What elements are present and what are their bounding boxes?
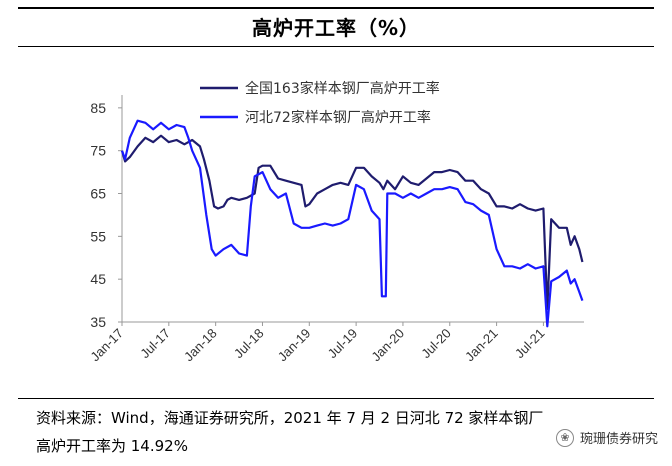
- x-tick-label: Jan-19: [275, 326, 314, 365]
- y-tick-label: 85: [90, 100, 106, 116]
- source-line-1: 资料来源：Wind，海通证券研究所，2021 年 7 月 2 日河北 72 家样…: [36, 409, 544, 427]
- series-line-2: [120, 119, 584, 328]
- x-tick-label: Jan-20: [368, 326, 407, 365]
- legend-label-2: 河北72家样本钢厂高炉开工率: [245, 109, 431, 126]
- x-tick-label: Jul-17: [137, 326, 173, 362]
- wechat-icon: ❀: [555, 428, 574, 447]
- y-tick-label: 45: [90, 271, 106, 287]
- source-line-2: 高炉开工率为 14.92%: [36, 437, 188, 455]
- watermark-label: 琬珊债券研究: [579, 432, 658, 447]
- y-tick-label: 65: [90, 186, 106, 202]
- chart-title: 高炉开工率（%）: [251, 16, 421, 40]
- top-rule: [18, 7, 654, 9]
- legend-label-1: 全国163家样本钢厂高炉开工率: [245, 80, 440, 97]
- x-tick-label: Jan-18: [181, 326, 220, 365]
- x-tick-label: Jul-19: [325, 326, 361, 362]
- source-note: 资料来源：Wind，海通证券研究所，2021 年 7 月 2 日河北 72 家样…: [36, 404, 636, 460]
- x-tick-label: Jul-18: [231, 326, 267, 362]
- y-tick-label: 75: [90, 143, 106, 159]
- series-line-1: [120, 134, 584, 311]
- x-tick-label: Jan-17: [87, 326, 126, 365]
- x-tick-label: Jan-21: [462, 326, 501, 365]
- x-tick-label: Jul-20: [418, 326, 454, 362]
- source-divider: [18, 398, 654, 399]
- y-tick-label: 55: [90, 228, 106, 244]
- y-tick-label: 35: [90, 314, 106, 330]
- title-divider: [18, 46, 654, 47]
- x-tick-label: Jul-21: [512, 326, 548, 362]
- watermark: ❀ 琬珊债券研究: [555, 428, 658, 447]
